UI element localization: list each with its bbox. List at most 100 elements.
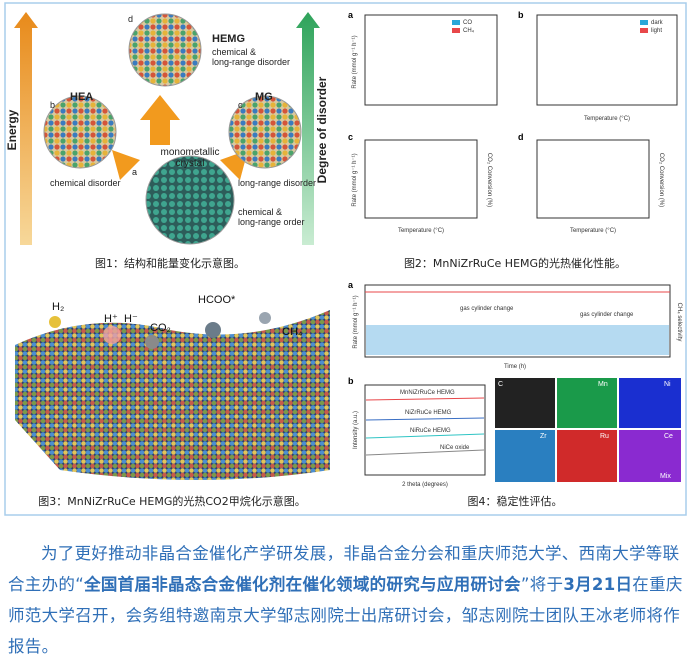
label: MnNiZrRuCe HEMG xyxy=(400,390,455,396)
label: Temperature (°C) xyxy=(398,228,444,234)
label: CO₂ Conversion (%) xyxy=(486,153,492,207)
hea-sphere xyxy=(43,95,117,169)
map xyxy=(619,430,681,482)
label: a xyxy=(132,167,137,177)
figure-3: H₂ H⁺ H⁻ CO₂ HCOO* CH₄ 图3：MnNiZrRuCe HEM… xyxy=(15,294,330,508)
paragraph: 为了更好推动非晶合金催化产学研发展，非晶合金分会和重庆师范大学、西南大学等联合主… xyxy=(8,538,684,662)
molecule xyxy=(49,316,61,328)
caption: 图3：MnNiZrRuCe HEMG的光热CO2甲烷化示意图。 xyxy=(38,494,305,508)
figure-1: Energy Degree of disorder HEMG chemical … xyxy=(5,12,329,270)
label: Degree of disorder xyxy=(315,76,329,183)
label: Energy xyxy=(5,109,19,150)
panel xyxy=(364,284,671,358)
label: long-range order xyxy=(238,217,305,227)
label: b xyxy=(518,10,524,20)
label: CH₄ xyxy=(282,326,303,338)
label: a xyxy=(348,280,354,290)
map xyxy=(495,378,555,428)
label: monometallic xyxy=(161,147,220,158)
label: Temperature (°C) xyxy=(570,228,616,234)
label: H⁻ xyxy=(124,313,138,325)
catalyst-surface xyxy=(15,310,330,480)
label: Mn xyxy=(598,381,608,388)
caption: 图4：稳定性评估。 xyxy=(468,494,563,508)
trace xyxy=(365,433,485,439)
label: HEA xyxy=(70,91,93,103)
label: Rate (mmol g⁻¹ h⁻¹) xyxy=(352,153,358,206)
figure-board: Energy Degree of disorder HEMG chemical … xyxy=(4,2,687,516)
label: c xyxy=(348,132,353,142)
molecule xyxy=(103,326,121,344)
label: CO₂ xyxy=(150,322,171,334)
hemg-sphere xyxy=(128,13,202,87)
text: 为了更好推动非晶合金催化产学研发展，非晶合金分会和重庆师范大学、西南大学等联合主… xyxy=(8,544,680,594)
map xyxy=(557,430,617,482)
label: Ce xyxy=(664,433,673,440)
trace xyxy=(365,417,485,421)
text: 在重庆师范大学召开，会务组特邀南京大学邹志刚院士出席研讨会，邹志刚院士团队王冰老… xyxy=(8,575,683,656)
frame xyxy=(4,2,687,516)
arrow xyxy=(140,95,180,145)
molecule xyxy=(205,322,221,338)
legend: CO xyxy=(463,20,472,26)
label: d xyxy=(518,132,524,142)
map xyxy=(619,378,681,428)
label: c xyxy=(238,100,243,110)
label: b xyxy=(348,376,354,386)
label: Ni xyxy=(664,381,671,388)
label: Temperature (°C) xyxy=(584,116,630,122)
label: C xyxy=(498,381,503,388)
panel xyxy=(364,139,478,219)
label: gas cylinder change xyxy=(460,306,514,312)
label: a xyxy=(348,10,354,20)
legend-swatch xyxy=(452,20,460,25)
caption: 图2：MnNiZrRuCe HEMG的光热催化性能。 xyxy=(404,256,626,270)
figure-2: a b c d Rate (mmol g⁻¹ h⁻¹) Rate (mmol g… xyxy=(348,10,678,270)
trace xyxy=(365,449,485,456)
legend-swatch xyxy=(640,20,648,25)
label: Mix xyxy=(660,473,671,480)
energy-arrow xyxy=(14,12,38,245)
figure-4: a b Rate (mmol g⁻¹ h⁻¹) Time (h) CH₄ sel… xyxy=(348,280,682,508)
label: HCOO* xyxy=(198,294,236,306)
label: 2 theta (degrees) xyxy=(402,482,448,488)
text: ”将于 xyxy=(520,575,564,594)
legend: CH₄ xyxy=(463,28,475,34)
text: 3月21日 xyxy=(563,575,633,594)
label: NiCe oxide xyxy=(440,445,470,451)
label: MG xyxy=(255,91,273,103)
label: Ru xyxy=(600,433,609,440)
trace xyxy=(365,397,485,401)
label: b xyxy=(50,100,55,110)
caption: 图1：结构和能量变化示意图。 xyxy=(95,256,245,270)
crystal-sphere xyxy=(145,155,235,245)
label: CH₄ selectivity xyxy=(676,303,682,342)
panel xyxy=(536,139,650,219)
label: chemical disorder xyxy=(50,178,121,188)
text: 全国首届非晶态合金催化剂在催化领域的研究与应用研讨会 xyxy=(84,575,521,594)
legend-swatch xyxy=(640,28,648,33)
label: chemical & xyxy=(212,47,256,57)
label: NiZrRuCe HEMG xyxy=(405,410,452,416)
label: H₂ xyxy=(52,301,64,313)
label: long-range disorder xyxy=(238,178,316,188)
mg-sphere xyxy=(228,95,302,169)
label: HEMG xyxy=(212,33,245,45)
map xyxy=(495,430,555,482)
label: NiRuCe HEMG xyxy=(410,428,451,434)
molecule xyxy=(145,335,159,349)
arrow xyxy=(112,150,140,180)
label: crystal xyxy=(176,158,205,169)
trace xyxy=(366,325,669,355)
panel xyxy=(364,384,486,476)
label: Rate (mmol g⁻¹ h⁻¹) xyxy=(352,35,358,88)
molecule xyxy=(259,312,271,324)
legend: light xyxy=(651,28,662,34)
disorder-arrow xyxy=(296,12,320,245)
label: chemical & xyxy=(238,207,282,217)
label: Intensity (a.u.) xyxy=(353,411,359,449)
label: d xyxy=(128,14,133,24)
label: gas cylinder change xyxy=(580,312,634,318)
label: Rate (mmol g⁻¹ h⁻¹) xyxy=(353,295,359,348)
